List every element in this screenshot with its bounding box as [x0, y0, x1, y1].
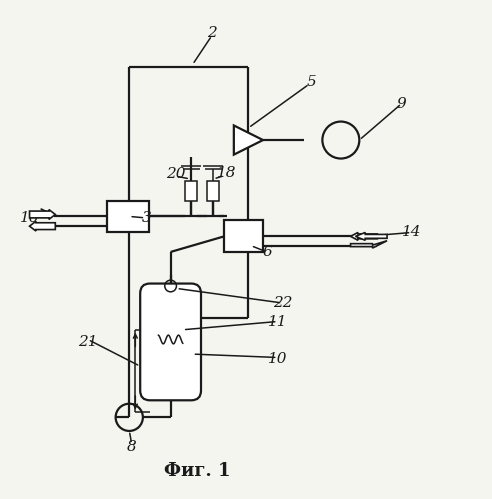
- Polygon shape: [351, 233, 377, 240]
- Polygon shape: [355, 233, 387, 240]
- Text: 20: 20: [166, 167, 185, 181]
- Text: 3: 3: [141, 211, 151, 225]
- Text: 21: 21: [78, 335, 97, 349]
- Text: 22: 22: [273, 296, 292, 310]
- Text: 9: 9: [397, 97, 406, 111]
- Text: 5: 5: [307, 75, 316, 89]
- Text: 14: 14: [401, 226, 421, 240]
- Polygon shape: [30, 221, 55, 231]
- Text: 8: 8: [127, 441, 137, 455]
- Bar: [107, 201, 149, 233]
- Bar: [224, 221, 263, 252]
- Text: 11: 11: [268, 315, 287, 329]
- Polygon shape: [30, 210, 55, 220]
- Polygon shape: [351, 241, 387, 248]
- Text: 2: 2: [207, 26, 217, 40]
- Bar: [185, 182, 197, 201]
- Bar: [207, 182, 219, 201]
- Text: 18: 18: [217, 166, 236, 180]
- Text: 6: 6: [263, 245, 273, 259]
- Polygon shape: [234, 125, 263, 155]
- Text: Фиг. 1: Фиг. 1: [164, 462, 231, 480]
- Text: 16: 16: [20, 211, 39, 225]
- FancyBboxPatch shape: [140, 283, 201, 400]
- Text: 10: 10: [268, 352, 287, 366]
